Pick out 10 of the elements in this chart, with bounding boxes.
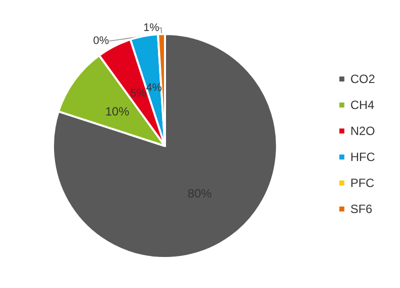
data-label: 5% [130,87,146,100]
data-label: 1% [143,22,160,34]
legend-label: N2O [350,124,376,138]
legend-label: CO2 [350,72,376,86]
data-label: 10% [105,104,130,118]
text: 0% [93,35,110,48]
legend-label: SF6 [350,202,373,216]
legend-label: HFC [350,150,376,164]
legend-label: CH4 [350,98,375,112]
legend-label: PFC [350,176,375,190]
